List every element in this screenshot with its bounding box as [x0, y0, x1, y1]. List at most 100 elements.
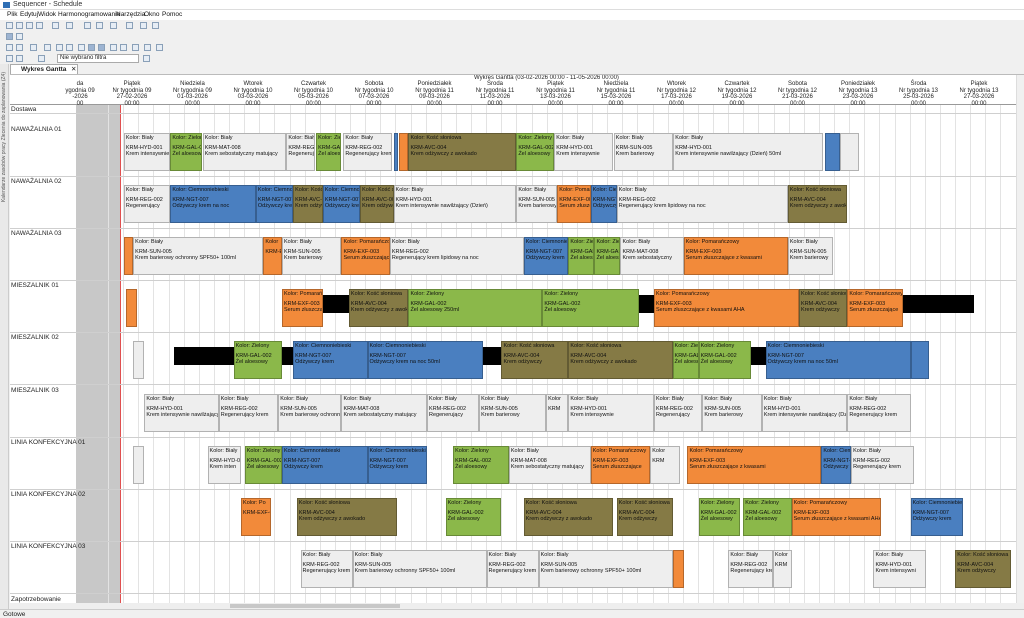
gantt-view-icon[interactable] [6, 33, 13, 40]
task-bar[interactable] [825, 133, 840, 171]
tasks-icon[interactable] [88, 44, 95, 51]
task-bar[interactable]: Kolor: Biały KRM-SUN-005 Krem barierowy [787, 237, 833, 275]
export-icon[interactable] [120, 44, 127, 51]
task-bar[interactable] [281, 347, 294, 365]
tab-gantt[interactable]: Wykres Gantta ✕ [10, 64, 78, 74]
menu-window[interactable]: Okno [144, 11, 160, 18]
refresh-icon[interactable] [6, 55, 13, 62]
task-bar[interactable]: Kolor: Biały KRM-SUN-005 Krem barierowy [479, 394, 547, 432]
calendars-panel-tab[interactable]: Kalendarze zasobów pracy [1, 142, 7, 203]
orders-icon[interactable] [98, 44, 105, 51]
task-bar[interactable]: Kolor: Biały KRM-HYD-001 Krem intensywnie [554, 133, 614, 171]
task-bar[interactable]: Kolor: Ciemnoniebieski KRM-NGT-007Odżywcz… [910, 498, 963, 536]
zoom-out-icon[interactable] [16, 44, 23, 51]
window-icon[interactable] [96, 22, 103, 29]
task-bar[interactable]: Kolor KRM [546, 394, 569, 432]
task-bar[interactable]: Kolor: Biały KRM-HYD-001 Krem intensywnie [123, 133, 170, 171]
task-bar[interactable]: Kolor: Biały KRM-HYD-001 Krem intensywnie … [393, 185, 517, 223]
task-bar[interactable]: Kolor: Biały KRM-HYD-001 Krem intensywnie … [761, 394, 848, 432]
task-bar[interactable]: Kolor: Biały KRM-SUN-005 Krem barierowy oc… [133, 237, 264, 275]
task-bar[interactable] [482, 347, 502, 365]
task-bar[interactable] [639, 295, 654, 313]
settings-icon[interactable] [84, 22, 91, 29]
scroll-thumb[interactable] [230, 604, 400, 608]
task-bar[interactable]: Kolor: Biały KRM-SUN-005 Krem barierowy [613, 133, 673, 171]
filter-icon[interactable] [143, 55, 150, 62]
redo-icon[interactable] [66, 22, 73, 29]
horizontal-scrollbar[interactable] [10, 603, 1024, 609]
task-bar[interactable]: Kolor: Biały KRM-HYD-001 Krem intensywnie … [673, 133, 824, 171]
table-view-icon[interactable] [16, 33, 23, 40]
task-bar[interactable]: Kolor: Biały KRM-REG-002 Regenerujący krem… [616, 185, 788, 223]
task-bar[interactable] [133, 446, 145, 484]
close-view-icon[interactable] [156, 44, 163, 51]
orders-panel-tab[interactable]: Zlecenia do zaplanowania (Z4) [1, 72, 7, 141]
task-bar[interactable] [399, 133, 409, 171]
task-bar[interactable]: Kolor KRM [773, 550, 792, 588]
task-bar[interactable]: Kolor: Biały KRM-SUN-005 Krem barierowy [516, 185, 558, 223]
filter-select[interactable]: Nie wybrano filtra [57, 54, 139, 63]
columns-icon[interactable] [16, 55, 23, 62]
task-bar[interactable] [903, 295, 974, 313]
open-icon[interactable] [16, 22, 23, 29]
calendar-icon[interactable] [30, 44, 37, 51]
menu-edit[interactable]: Edytuj [20, 11, 39, 18]
menu-file[interactable]: Plik [7, 11, 18, 18]
question-icon[interactable] [152, 22, 159, 29]
close-icon[interactable]: ✕ [71, 66, 77, 73]
task-bar[interactable]: Kolor: Biały KRM-SUN-005 Krem barierowy oc… [278, 394, 342, 432]
task-bar[interactable] [750, 347, 766, 365]
move-icon[interactable] [44, 44, 51, 51]
help-icon[interactable] [140, 22, 147, 29]
menu-view[interactable]: Widok [38, 11, 57, 18]
task-bar[interactable] [672, 550, 684, 588]
new-icon[interactable] [6, 22, 13, 29]
task-bar[interactable] [322, 295, 349, 313]
zoom-in-icon[interactable] [6, 44, 13, 51]
resource-icon[interactable] [78, 44, 85, 51]
save-icon[interactable] [26, 22, 33, 29]
list-icon[interactable] [144, 44, 151, 51]
link-icon[interactable] [56, 44, 63, 51]
task-bar[interactable]: Kolor: Biały KRM-HYD-001 Krem intensywni [873, 550, 926, 588]
task-bar[interactable] [393, 133, 398, 171]
task-bar[interactable]: Kolor: Ciemnoniebieski KRM-NGT-007Odżywcz… [590, 185, 617, 223]
task-bar[interactable]: Kolor KRM [650, 446, 680, 484]
task-bar[interactable]: Kolor: Biały KRM-SUN-005 Krem barierowy [702, 394, 762, 432]
task-bar[interactable] [123, 237, 134, 275]
